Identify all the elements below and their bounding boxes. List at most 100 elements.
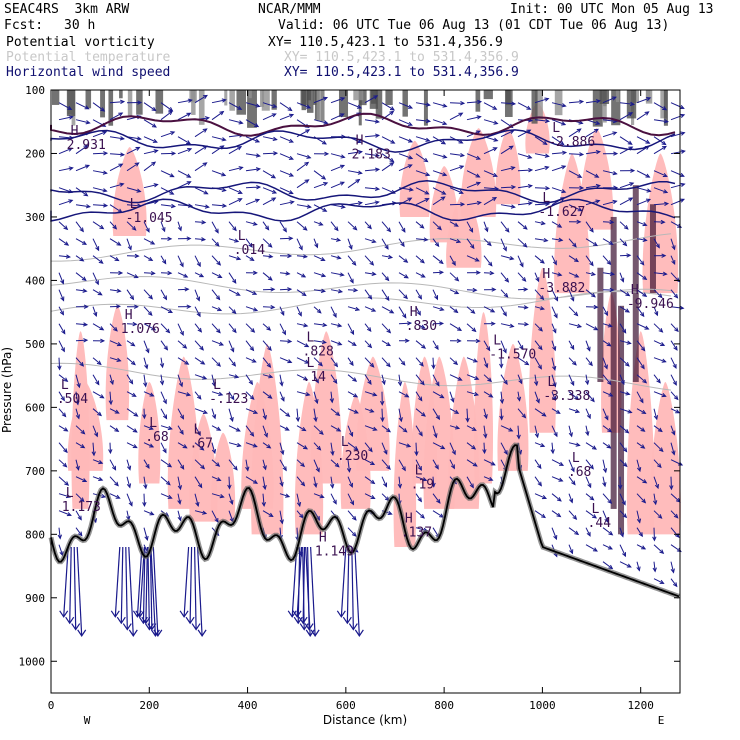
wind-vector: [466, 357, 478, 363]
wind-vector: [313, 306, 322, 314]
wind-arrowhead: [266, 363, 272, 368]
wind-arrowhead: [321, 339, 327, 345]
y-tick-label: 900: [25, 592, 45, 605]
wind-arrowhead: [572, 242, 577, 248]
wind-vector: [653, 459, 662, 468]
wind-arrowhead: [588, 361, 593, 367]
field-label-pv: Potential vorticity: [6, 35, 155, 50]
wind-arrowhead: [622, 241, 628, 247]
wind-vector: [313, 425, 324, 435]
wind-vector: [432, 357, 435, 369]
wind-arrowhead: [657, 293, 663, 299]
wind-vector: [143, 357, 148, 369]
wind-arrowhead: [645, 139, 651, 144]
wind-vector: [653, 357, 666, 363]
wind-vector: [398, 272, 409, 279]
wind-vector: [245, 340, 254, 351]
wind-vector: [415, 289, 422, 300]
wind-vector: [296, 221, 308, 231]
wind-vector: [483, 272, 494, 274]
extremum-value-label: .68: [568, 465, 591, 480]
wind-arrowhead: [232, 328, 237, 334]
wind-arrowhead: [215, 295, 221, 301]
wind-vector: [92, 272, 99, 285]
wind-arrowhead: [147, 623, 157, 631]
wind-arrowhead: [287, 106, 293, 112]
wind-vector: [347, 357, 354, 366]
wind-vector: [670, 510, 679, 519]
wind-vector: [500, 442, 508, 455]
wind-vector: [568, 128, 582, 138]
wind-arrowhead: [352, 377, 358, 382]
wind-vector: [194, 289, 200, 301]
wind-arrowhead: [593, 326, 599, 331]
wind-arrowhead: [662, 172, 668, 177]
wind-vector: [109, 340, 122, 346]
wind-arrowhead: [95, 380, 100, 386]
wind-vector: [381, 255, 393, 259]
speed-contour: [50, 112, 676, 137]
wind-vector: [364, 272, 376, 275]
wind-vector: [211, 442, 216, 454]
wind-arrowhead: [562, 150, 568, 155]
wind-vector: [211, 391, 223, 396]
wind-arrowhead: [516, 396, 522, 402]
wind-vector: [262, 221, 270, 230]
wind-arrowhead: [61, 329, 66, 335]
wind-vector: [75, 391, 79, 405]
wind-arrowhead: [199, 345, 204, 351]
wind-vector: [551, 255, 557, 265]
wind-arrowhead: [556, 512, 562, 518]
extremum-value-label: 2.183: [352, 148, 391, 163]
wind-vector: [347, 442, 358, 451]
wind-arrowhead: [231, 309, 237, 315]
wind-vector: [670, 238, 676, 250]
wind-arrowhead: [170, 203, 177, 209]
wind-arrowhead: [407, 104, 414, 109]
wind-vector: [313, 340, 326, 344]
wind-vector: [211, 323, 221, 333]
wind-arrowhead: [673, 395, 679, 401]
wind-vector: [347, 306, 360, 311]
wind-vector: [143, 476, 147, 489]
wind-vector: [551, 527, 557, 540]
wind-vector: [211, 425, 221, 431]
wind-vector: [92, 374, 100, 385]
wind-arrowhead: [132, 428, 138, 433]
wind-vector: [398, 102, 413, 109]
wind-vector: [194, 459, 205, 469]
y-tick-label: 500: [25, 338, 45, 351]
y-tick-label: 100: [25, 84, 45, 97]
wind-arrowhead: [167, 236, 173, 242]
wind-vector: [347, 493, 354, 505]
wind-vector: [432, 196, 445, 206]
wind-arrowhead: [425, 137, 431, 142]
wind-vector: [381, 374, 386, 385]
extremum-type-label: L: [194, 422, 202, 437]
wind-arrowhead: [638, 532, 643, 538]
wind-arrowhead: [367, 379, 372, 385]
wind-arrowhead: [371, 271, 377, 276]
wind-vector: [126, 357, 136, 365]
wind-vector: [636, 544, 646, 550]
wind-vector: [245, 153, 260, 157]
wind-vector: [296, 391, 310, 396]
wind-arrowhead: [407, 321, 413, 326]
wind-arrowhead: [476, 115, 482, 120]
wind-arrowhead: [282, 227, 287, 233]
wind-vector: [228, 391, 235, 400]
wind-arrowhead: [679, 105, 685, 110]
wind-arrowhead: [282, 466, 287, 472]
wind-arrowhead: [521, 413, 527, 419]
wind-vector: [500, 289, 508, 298]
wind-vector-long: [302, 546, 306, 624]
wind-arrowhead: [640, 444, 646, 449]
wind-vector: [109, 153, 124, 156]
wind-arrowhead: [442, 154, 448, 159]
wind-vector: [602, 357, 608, 369]
wind-vector: [415, 306, 421, 316]
jet-shade: [615, 90, 620, 103]
jet-shade: [599, 90, 610, 104]
wind-vector: [432, 459, 439, 469]
wind-vector: [432, 102, 447, 107]
